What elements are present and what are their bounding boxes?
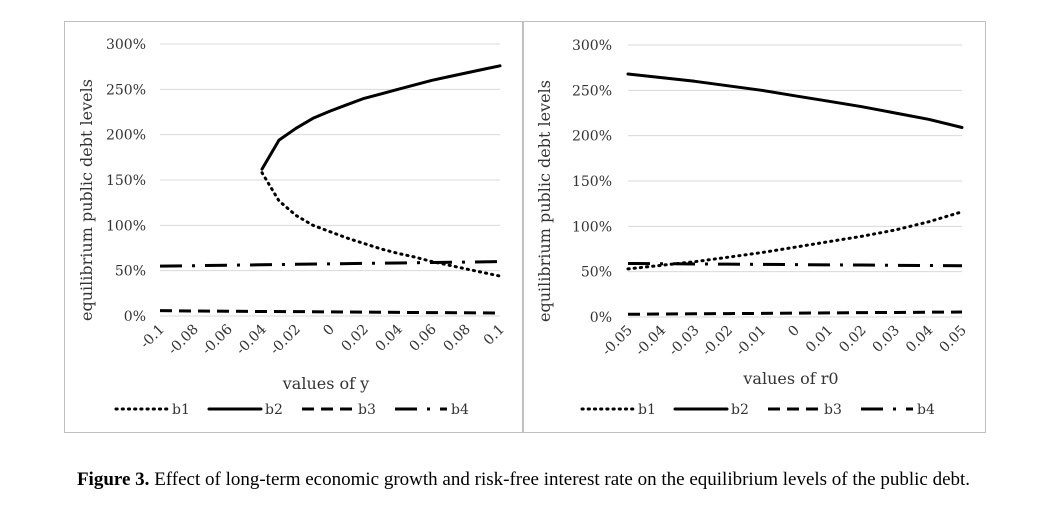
right-y-tick-label: 150% [572,174,612,190]
left-legend-label-b3: b3 [358,402,376,418]
right-y-tick-label: 50% [581,265,612,281]
right-y-tick-label: 300% [572,38,612,54]
left-legend-label-b4: b4 [451,402,469,418]
right-legend-label-b2: b2 [731,402,749,418]
right-legend-label-b1: b1 [638,402,656,418]
right-y-tick-label: 100% [572,219,612,235]
left-series-b4-line [159,260,501,268]
left-y-tick-label: 300% [106,37,146,53]
left-y-tick-label: 100% [106,218,146,234]
figure: 0%50%100%150%200%250%300%-0.1-0.08-0.06-… [64,21,986,433]
right-series-b4-line [627,262,963,268]
right-legend-label-b3: b3 [824,402,842,418]
right-y-axis-title: equilibrium public debt levels [535,80,554,322]
left-legend-label-b1: b1 [172,402,190,418]
left-x-axis-title: values of y [282,374,369,393]
left-series-b2-line [260,64,502,171]
caption-label: Figure 3. [76,469,150,490]
right-y-tick-label: 200% [572,129,612,145]
left-y-tick-label: 250% [106,82,146,98]
right-y-tick-label: 0% [590,310,612,326]
right-y-tick-label: 250% [572,83,612,99]
figure-caption: Figure 3. Effect of long-term economic g… [40,466,1007,494]
left-y-tick-label: 50% [115,264,146,280]
left-legend-label-b2: b2 [265,402,283,418]
right-x-axis-title: values of r0 [742,369,838,388]
right-legend-label-b4: b4 [917,402,935,418]
left-y-tick-label: 150% [106,173,146,189]
left-y-tick-label: 0% [124,309,146,325]
left-y-axis-title: equilibrium public debt levels [77,79,96,321]
right-series-b2-line [626,72,964,129]
left-series-b1-line [260,171,502,278]
caption-text: Effect of long-term economic growth and … [154,469,971,490]
left-y-tick-label: 200% [106,128,146,144]
left-chart-frame [64,21,523,433]
